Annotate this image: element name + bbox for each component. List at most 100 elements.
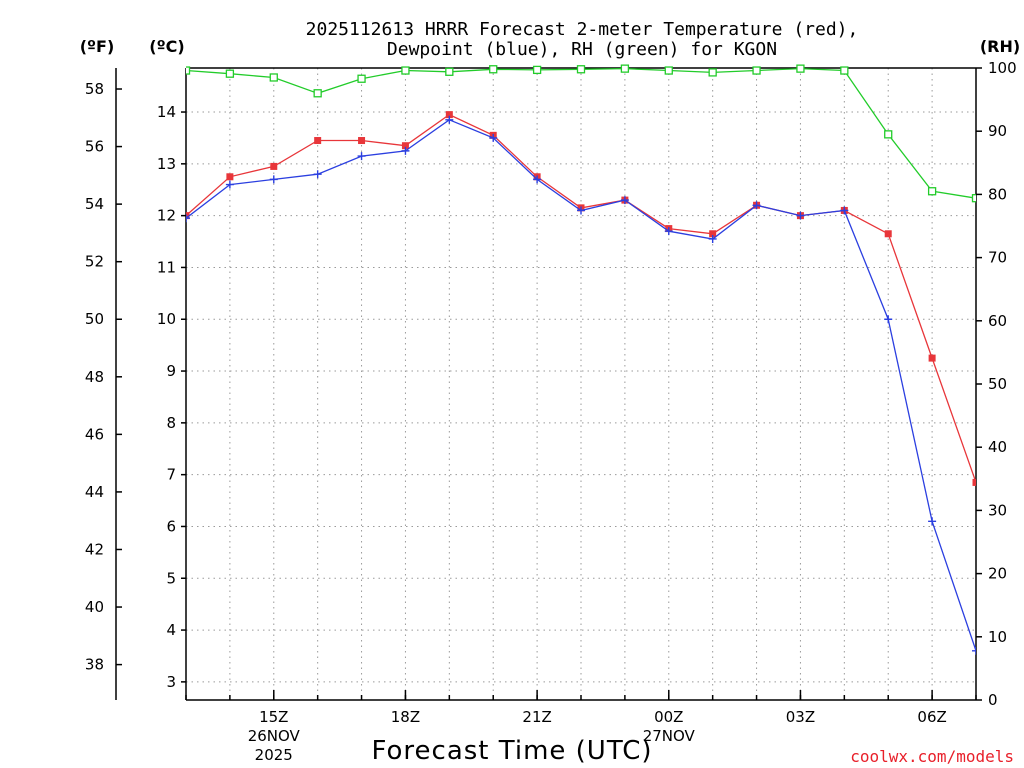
data-point <box>620 64 630 73</box>
gridlines <box>186 68 976 700</box>
data-point <box>445 111 453 119</box>
data-point <box>357 74 366 83</box>
series-dewpoint <box>186 115 976 655</box>
fahrenheit-tick-label: 46 <box>85 425 104 443</box>
data-point <box>796 64 805 73</box>
data-point <box>186 66 191 75</box>
data-point <box>357 152 366 161</box>
fahrenheit-tick-label: 44 <box>85 483 104 501</box>
celsius-tick-label: 13 <box>157 155 176 173</box>
rh-unit-label: (RH) <box>980 37 1020 56</box>
fahrenheit-tick-label: 52 <box>85 253 104 271</box>
data-point <box>226 173 234 181</box>
x-tick-label: 21Z <box>522 708 551 726</box>
data-point <box>313 170 322 179</box>
rh-tick-label: 0 <box>988 691 998 709</box>
data-point <box>752 66 761 75</box>
fahrenheit-tick-label: 58 <box>85 80 104 98</box>
data-point <box>313 89 322 98</box>
celsius-tick-label: 9 <box>166 362 176 380</box>
rh-tick-label: 100 <box>988 59 1017 77</box>
data-point <box>972 478 976 486</box>
rh-tick-label: 80 <box>988 185 1007 203</box>
x-tick-label: 00Z <box>654 708 683 726</box>
data-point <box>270 162 278 170</box>
data-point <box>884 230 892 238</box>
data-point <box>225 69 235 78</box>
chart-title-line-1: 2025112613 HRRR Forecast 2-meter Tempera… <box>306 19 859 40</box>
celsius-tick-label: 7 <box>166 466 176 484</box>
celsius-tick-label: 8 <box>166 414 176 432</box>
celsius-unit-label: (ºC) <box>149 37 184 56</box>
data-point <box>840 206 849 215</box>
fahrenheit-tick-label: 50 <box>85 310 104 328</box>
series-line <box>186 113 976 483</box>
data-point <box>401 146 410 155</box>
series-line <box>186 119 976 652</box>
data-point <box>972 646 976 655</box>
data-point <box>796 211 805 220</box>
data-point <box>927 187 937 196</box>
x-tick-date-label: 26NOV <box>248 727 301 745</box>
data-point <box>928 517 937 526</box>
data-point <box>620 196 629 205</box>
celsius-tick-label: 11 <box>157 258 176 276</box>
data-point <box>709 230 717 238</box>
data-point <box>708 234 717 243</box>
celsius-tick-label: 4 <box>166 621 176 639</box>
data-point <box>664 227 673 236</box>
data-point <box>708 68 717 77</box>
data-point <box>577 206 585 215</box>
fahrenheit-tick-label: 48 <box>85 368 104 386</box>
fahrenheit-tick-label: 56 <box>85 138 104 156</box>
tick-labels: 3456789101112131438404244464850525456580… <box>85 59 1017 764</box>
rh-tick-label: 90 <box>988 122 1007 140</box>
rh-tick-label: 30 <box>988 501 1007 519</box>
data-point <box>489 133 498 142</box>
data-point <box>489 65 498 74</box>
x-tick-label: 06Z <box>917 708 946 726</box>
data-point <box>401 66 410 75</box>
data-point <box>884 315 893 324</box>
data-point <box>533 175 542 184</box>
rh-tick-label: 10 <box>988 628 1007 646</box>
celsius-tick-label: 5 <box>166 569 176 587</box>
x-tick-label: 03Z <box>786 708 815 726</box>
data-point <box>269 175 278 184</box>
rh-tick-label: 70 <box>988 249 1007 267</box>
data-point <box>314 137 322 145</box>
data-point <box>445 115 454 124</box>
data-point <box>358 137 366 145</box>
x-tick-date-label: 27NOV <box>643 727 696 745</box>
data-point <box>928 354 936 362</box>
fahrenheit-tick-label: 38 <box>85 656 104 674</box>
x-tick-label: 15Z <box>259 708 288 726</box>
x-tick-label: 18Z <box>391 708 420 726</box>
axes <box>115 67 982 701</box>
rh-tick-label: 20 <box>988 565 1007 583</box>
data-point <box>884 130 893 139</box>
data-point <box>971 194 976 203</box>
x-tick-year-label: 2025 <box>255 746 293 764</box>
data-point <box>752 201 761 210</box>
celsius-tick-label: 12 <box>157 207 176 225</box>
rh-tick-label: 50 <box>988 375 1007 393</box>
celsius-tick-label: 3 <box>166 673 176 691</box>
data-series <box>186 64 976 655</box>
data-point <box>186 214 190 223</box>
data-point <box>401 142 409 150</box>
data-point <box>664 66 673 75</box>
data-point <box>445 67 454 76</box>
data-point <box>186 212 190 220</box>
fahrenheit-tick-label: 40 <box>85 598 104 616</box>
data-point <box>840 66 849 75</box>
data-point <box>269 73 278 82</box>
series-relative-humidity <box>186 64 976 203</box>
data-point <box>225 180 234 189</box>
fahrenheit-unit-label: (ºF) <box>80 37 115 56</box>
data-point <box>576 65 586 74</box>
rh-tick-label: 60 <box>988 312 1007 330</box>
fahrenheit-tick-label: 42 <box>85 540 104 558</box>
celsius-tick-label: 6 <box>166 517 176 535</box>
